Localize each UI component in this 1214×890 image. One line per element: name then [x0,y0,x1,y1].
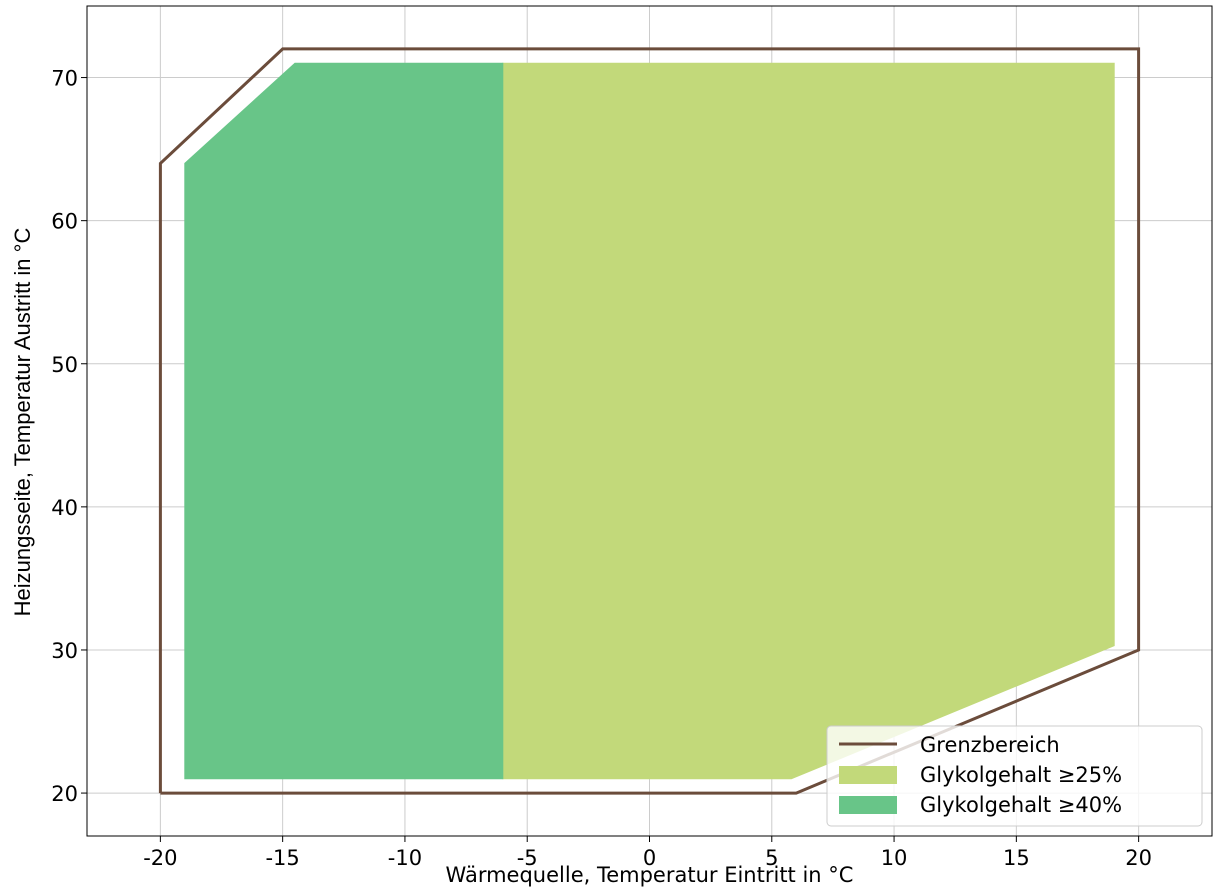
x-axis-label: Wärmequelle, Temperatur Eintritt in °C [446,863,854,887]
y-tick-label: 30 [51,639,78,663]
boundary-lines [158,47,1141,795]
y-tick-label: 50 [51,353,78,377]
x-tick-label: 5 [765,846,778,870]
x-tick-label: 15 [1003,846,1030,870]
y-axis-label: Heizungsseite, Temperatur Austritt in °C [10,228,35,617]
area-glykolgehalt-25 [502,62,1115,780]
legend-label-grenzbereich: Grenzbereich [920,733,1060,757]
x-tick-label: -5 [517,846,538,870]
x-tick-label: -10 [388,846,422,870]
legend-swatch-glykolgehalt-25 [839,766,897,784]
x-tick-label: 20 [1125,846,1152,870]
legend-swatch-glykolgehalt-40 [839,796,897,814]
y-tick-label: 40 [51,496,78,520]
legend: Grenzbereich Glykolgehalt ≥25% Glykolgehal… [826,725,1203,827]
area-glykolgehalt-40 [184,62,504,780]
x-tick-label: -15 [265,846,299,870]
legend-label-glykolgehalt-40: Glykolgehalt ≥40% [920,793,1122,817]
x-tick-label: 10 [881,846,908,870]
legend-box [826,725,1203,827]
x-tick-label: -20 [143,846,177,870]
y-tick-label: 20 [51,782,78,806]
x-tick-label: 0 [643,846,656,870]
legend-label-glykolgehalt-25: Glykolgehalt ≥25% [920,763,1122,787]
axis-ticks: -20 -15 -10 -5 0 5 10 15 20 20 30 40 50 60 70 [51,67,1152,870]
line-grenzbereich [158,47,1141,795]
y-tick-label: 70 [51,67,78,91]
fill-areas [184,62,1115,780]
y-tick-label: 60 [51,210,78,234]
